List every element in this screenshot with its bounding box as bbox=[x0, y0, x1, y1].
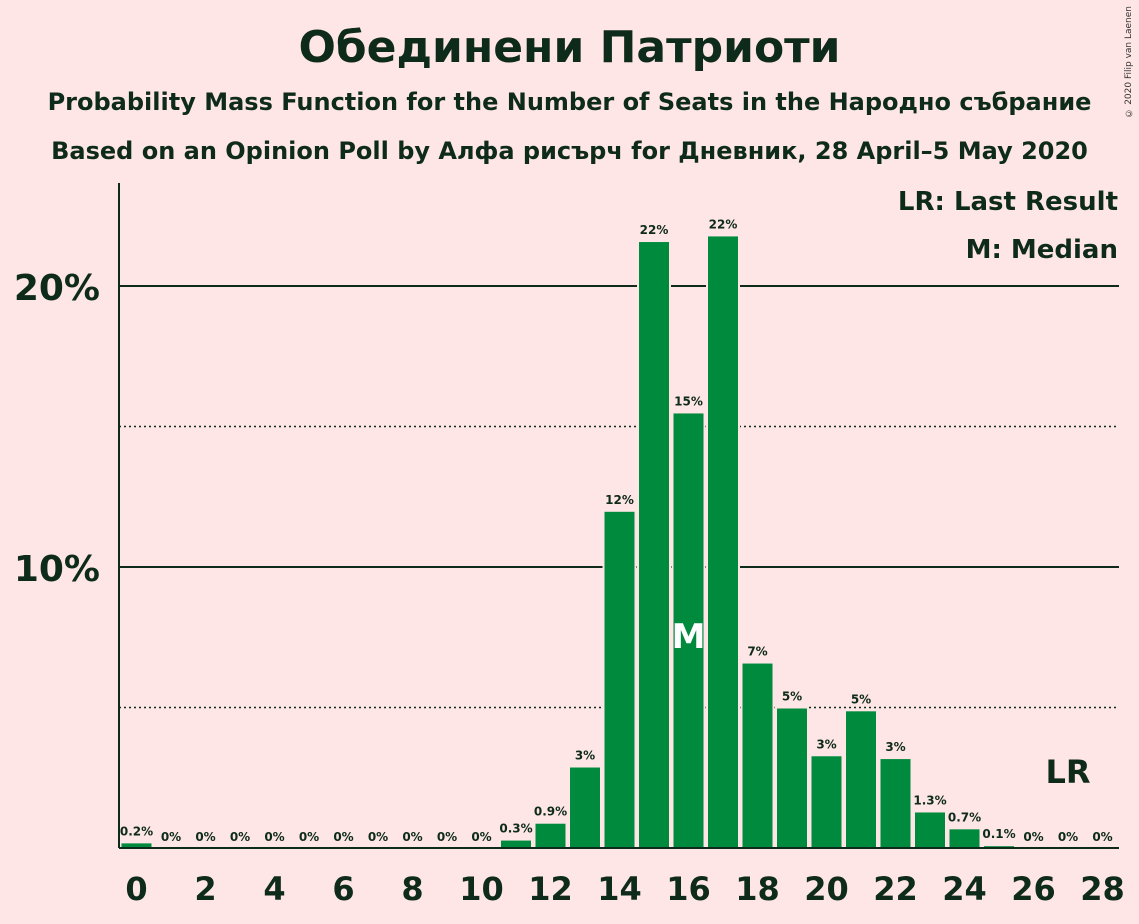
bar-value-labels: 0.2% 0% 0% 0% 0% 0% 0% 0% 0% 0% 0% 0.3%0.9% 3% 12% 22%… bbox=[120, 217, 1113, 844]
bar-seat-14 bbox=[602, 509, 637, 849]
chart-subtitle: Probability Mass Function for the Number… bbox=[47, 88, 1092, 116]
bar-label-seat-25: 0.1% bbox=[982, 827, 1015, 841]
bars bbox=[119, 234, 1016, 850]
y-tick-label: 20% bbox=[14, 268, 100, 309]
chart-title: Обединени Патриоти bbox=[298, 22, 841, 73]
median-marker: M bbox=[672, 617, 706, 657]
bar-label-seat-21: 5% bbox=[851, 692, 871, 706]
y-tick-label: 10% bbox=[14, 549, 100, 590]
bar-label-seat-13: 3% bbox=[575, 749, 595, 763]
bar-label-seat-5: 0% bbox=[299, 830, 319, 844]
bar-label-seat-3: 0% bbox=[230, 830, 250, 844]
bar-label-seat-1: 0% bbox=[161, 830, 181, 844]
bar-label-seat-0: 0.2% bbox=[120, 824, 153, 838]
bar-label-seat-17: 22% bbox=[709, 217, 738, 231]
bar-seat-12 bbox=[533, 821, 568, 850]
x-tick-label: 18 bbox=[735, 870, 780, 908]
bar-seat-23 bbox=[913, 810, 947, 849]
bar-label-seat-2: 0% bbox=[195, 830, 215, 844]
bar-label-seat-7: 0% bbox=[368, 830, 388, 844]
bar-seat-18 bbox=[740, 661, 775, 849]
bar-label-seat-12: 0.9% bbox=[534, 805, 567, 819]
legend-median: M: Median bbox=[966, 235, 1118, 265]
chart-source-line: Based on an Opinion Poll by Алфа рисърч … bbox=[51, 137, 1088, 165]
x-tick-label: 12 bbox=[528, 870, 573, 908]
bar-label-seat-4: 0% bbox=[264, 830, 284, 844]
bar-label-seat-16: 15% bbox=[674, 394, 703, 408]
legend-last-result: LR: Last Result bbox=[898, 187, 1118, 217]
bar-seat-22 bbox=[878, 757, 913, 850]
bar-label-seat-15: 22% bbox=[640, 223, 669, 237]
x-tick-labels: 0 2 4 6 8 10 12 14 16 18 20 22 24 26 28 bbox=[125, 870, 1124, 908]
x-tick-label: 26 bbox=[1011, 870, 1056, 908]
bar-label-seat-6: 0% bbox=[333, 830, 353, 844]
bar-seat-20 bbox=[809, 754, 844, 850]
x-tick-label: 6 bbox=[332, 870, 354, 908]
x-tick-label: 16 bbox=[666, 870, 711, 908]
x-tick-label: 22 bbox=[873, 870, 918, 908]
y-tick-labels: 10% 20% bbox=[14, 268, 100, 590]
bar-label-seat-23: 1.3% bbox=[913, 793, 946, 807]
bar-label-seat-14: 12% bbox=[605, 493, 634, 507]
bar-label-seat-28: 0% bbox=[1092, 830, 1112, 844]
bar-label-seat-19: 5% bbox=[782, 690, 802, 704]
x-tick-label: 4 bbox=[263, 870, 285, 908]
bar-seat-24 bbox=[947, 827, 982, 850]
bar-label-seat-18: 7% bbox=[747, 645, 767, 659]
x-tick-label: 2 bbox=[194, 870, 216, 908]
bar-label-seat-26: 0% bbox=[1023, 830, 1043, 844]
bar-seat-11 bbox=[499, 838, 533, 850]
bar-label-seat-22: 3% bbox=[885, 740, 905, 754]
bar-label-seat-10: 0% bbox=[471, 830, 491, 844]
x-tick-label: 24 bbox=[942, 870, 987, 908]
bar-seat-13 bbox=[568, 765, 602, 850]
x-tick-label: 10 bbox=[459, 870, 504, 908]
bar-label-seat-27: 0% bbox=[1058, 830, 1078, 844]
markers: M LR bbox=[672, 617, 1091, 791]
x-tick-label: 8 bbox=[401, 870, 423, 908]
bar-seat-15 bbox=[637, 240, 671, 850]
bar-label-seat-11: 0.3% bbox=[499, 822, 532, 836]
bar-label-seat-8: 0% bbox=[402, 830, 422, 844]
bar-label-seat-20: 3% bbox=[816, 737, 836, 751]
x-tick-label: 28 bbox=[1080, 870, 1125, 908]
last-result-marker: LR bbox=[1045, 753, 1090, 791]
x-tick-label: 20 bbox=[804, 870, 849, 908]
bar-label-seat-24: 0.7% bbox=[948, 810, 981, 824]
bar-seat-19 bbox=[775, 706, 809, 849]
x-tick-label: 0 bbox=[125, 870, 147, 908]
bar-label-seat-9: 0% bbox=[437, 830, 457, 844]
bar-seat-21 bbox=[844, 709, 878, 849]
bar-seat-17 bbox=[706, 234, 740, 850]
x-tick-label: 14 bbox=[597, 870, 642, 908]
